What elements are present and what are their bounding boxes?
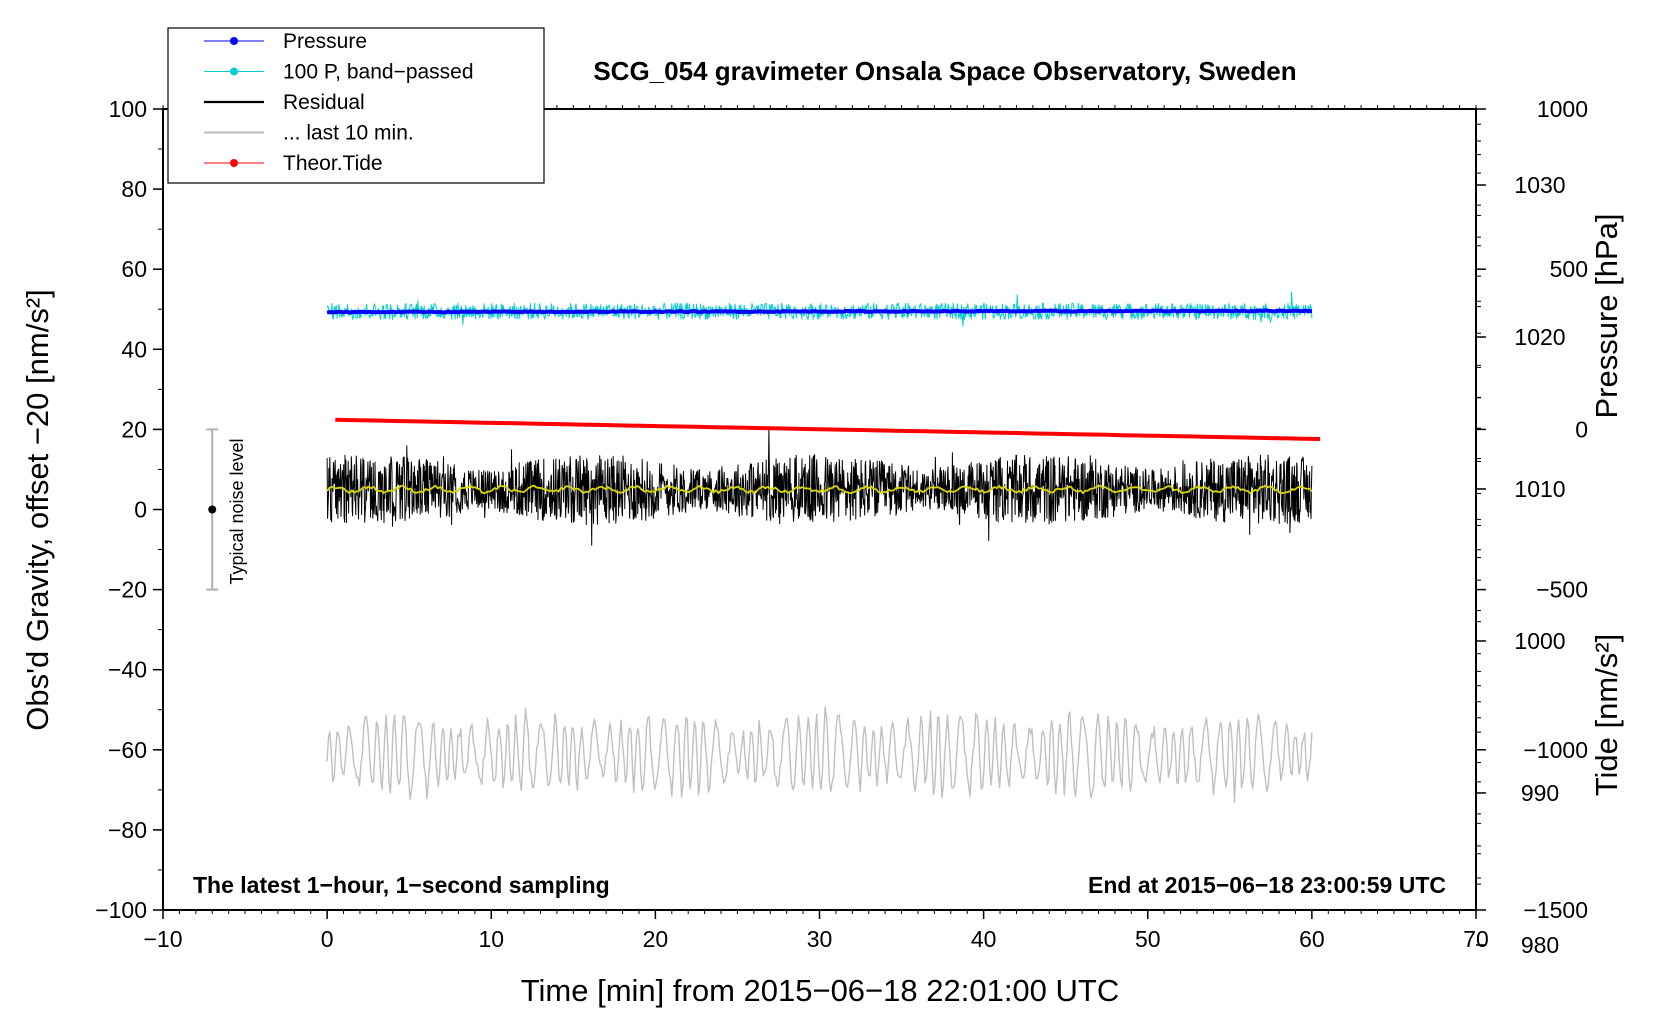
plot-area: Typical noise level: [206, 291, 1321, 803]
x-tick-label-0: −10: [143, 926, 182, 952]
legend-marker-1: [230, 67, 238, 76]
y-tick-label-2: 60: [121, 256, 147, 282]
y-tick-label-7: −40: [108, 657, 147, 683]
legend-label-4: Theor.Tide: [283, 152, 383, 175]
series-theoretical-tide: [335, 417, 1321, 441]
legend-label-0: Pressure: [283, 30, 367, 53]
legend-box: [167, 27, 545, 184]
y-tick-label-5: 0: [134, 497, 147, 523]
series-layer: [326, 291, 1321, 803]
series-pressure: [327, 308, 1313, 315]
pressure-tick-label-4: 990: [1521, 780, 1559, 806]
x-tick-label-3: 20: [643, 926, 669, 952]
annotation-end-time: End at 2015−06−18 23:00:59 UTC: [1088, 872, 1446, 898]
y-axis-title-left: Obs'd Gravity, offset −20 [nm/s²]: [20, 289, 55, 731]
y-axis-title-pressure: Pressure [hPa]: [1589, 213, 1624, 418]
x-tick-label-8: 70: [1463, 926, 1489, 952]
legend-marker-0: [230, 37, 238, 45]
legend-label-1: 100 P, band−passed: [283, 61, 474, 84]
series-last-10-min: [326, 706, 1313, 803]
tide-tick-label-0: 1000: [1537, 96, 1588, 122]
legend-label-3: ... last 10 min.: [283, 122, 414, 145]
y-tick-label-9: −80: [108, 817, 147, 843]
tide-tick-label-4: −1000: [1523, 737, 1588, 763]
y-tick-label-4: 20: [121, 416, 147, 442]
y-axis-title-tide: Tide [nm/s²]: [1589, 634, 1624, 797]
annotation-sampling: The latest 1−hour, 1−second sampling: [193, 872, 610, 898]
x-tick-label-2: 10: [478, 926, 504, 952]
legend-label-2: Residual: [283, 91, 365, 114]
tide-tick-label-2: 0: [1575, 416, 1588, 442]
x-tick-label-5: 40: [971, 926, 997, 952]
x-tick-label-7: 60: [1299, 926, 1325, 952]
axis-ticks: −10 0 10 20 30 40 50 60 70100806040200−20−40−60−…: [95, 96, 1588, 958]
series-residual-smoothed: [326, 484, 1313, 495]
y-tick-label-10: −100: [95, 897, 147, 923]
y-tick-label-0: 100: [109, 96, 147, 122]
pressure-tick-label-1: 1020: [1514, 324, 1565, 350]
series-band-passed-pressure: [326, 291, 1313, 327]
x-tick-label-6: 50: [1135, 926, 1161, 952]
y-tick-label-1: 80: [121, 176, 147, 202]
series-residual: [326, 427, 1313, 546]
noise-bar-label: Typical noise level: [227, 438, 247, 584]
pressure-tick-label-3: 1000: [1514, 628, 1565, 654]
y-tick-label-6: −20: [108, 577, 147, 603]
chart-title: SCG_054 gravimeter Onsala Space Observat…: [593, 56, 1296, 86]
pressure-tick-label-5: 980: [1521, 932, 1559, 958]
x-tick-label-1: 0: [321, 926, 334, 952]
y-tick-label-3: 40: [121, 336, 147, 362]
x-tick-label-4: 30: [807, 926, 833, 952]
pressure-tick-label-2: 1010: [1514, 476, 1565, 502]
tide-tick-label-3: −500: [1536, 577, 1588, 603]
y-tick-label-8: −60: [108, 737, 147, 763]
x-axis-title: Time [min] from 2015−06−18 22:01:00 UTC: [521, 973, 1120, 1008]
tide-tick-label-5: −1500: [1523, 897, 1588, 923]
legend-marker-4: [230, 159, 238, 167]
noise-bar-center-dot: [208, 505, 217, 514]
legend: Pressure 100 P, band−passed Residual ... la…: [167, 27, 545, 184]
pressure-tick-label-0: 1030: [1514, 172, 1565, 198]
tide-tick-label-1: 500: [1550, 256, 1588, 282]
noise-bar: Typical noise level: [206, 428, 247, 591]
